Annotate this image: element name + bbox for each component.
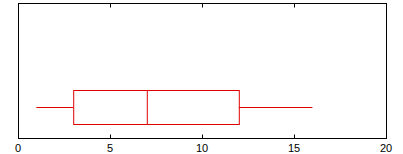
x-tick-top: [202, 4, 203, 8]
x-tick-top: [110, 4, 111, 8]
x-tick-top: [386, 4, 387, 8]
x-tick-label: 10: [196, 142, 208, 154]
x-tick: [202, 135, 203, 139]
x-tick-label: 0: [15, 142, 21, 154]
x-tick-label: 5: [107, 142, 113, 154]
x-tick-label: 15: [288, 142, 300, 154]
x-tick: [294, 135, 295, 139]
median: [147, 91, 148, 125]
plot-frame: [19, 4, 387, 139]
x-tick-top: [294, 4, 295, 8]
chart: 0 5 10 15 20: [0, 0, 403, 154]
whisker-low: [36, 107, 73, 108]
x-tick: [386, 135, 387, 139]
box: [74, 91, 240, 125]
x-tick-top: [18, 4, 19, 8]
x-tick-label: 20: [380, 142, 392, 154]
whisker-high: [239, 107, 313, 108]
x-tick: [110, 135, 111, 139]
boxes: [36, 91, 312, 125]
x-tick: [18, 135, 19, 139]
